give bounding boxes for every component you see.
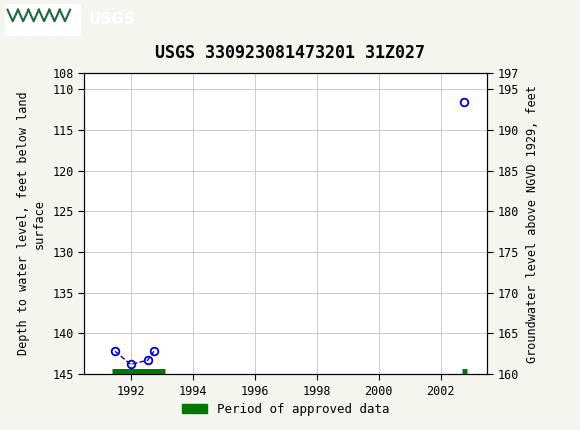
Y-axis label: Groundwater level above NGVD 1929, feet: Groundwater level above NGVD 1929, feet (526, 85, 539, 362)
Text: USGS: USGS (89, 12, 136, 27)
Legend: Period of approved data: Period of approved data (177, 397, 394, 421)
Y-axis label: Depth to water level, feet below land
surface: Depth to water level, feet below land su… (17, 92, 45, 356)
FancyBboxPatch shape (5, 4, 80, 35)
Text: USGS 330923081473201 31Z027: USGS 330923081473201 31Z027 (155, 44, 425, 62)
